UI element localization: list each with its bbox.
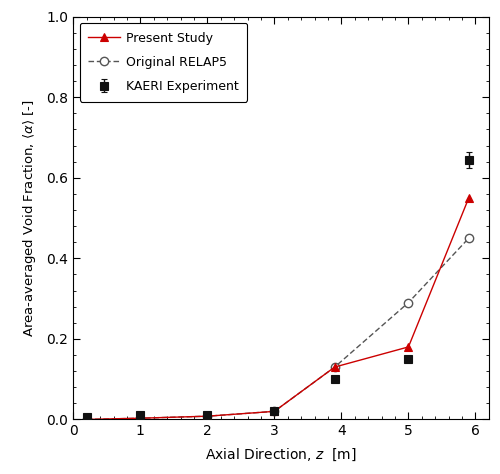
- Original RELAP5: [332, 364, 338, 370]
- Y-axis label: Area-averaged Void Fraction, $\langle\alpha\rangle$ [-]: Area-averaged Void Fraction, $\langle\al…: [21, 99, 38, 337]
- Original RELAP5: [84, 417, 89, 422]
- Original RELAP5: [138, 415, 143, 421]
- Original RELAP5: [272, 409, 278, 414]
- Original RELAP5: [466, 235, 472, 241]
- Present Study: [332, 364, 338, 370]
- Present Study: [84, 417, 89, 422]
- Legend: Present Study, Original RELAP5, KAERI Experiment: Present Study, Original RELAP5, KAERI Ex…: [80, 23, 247, 102]
- Line: Present Study: Present Study: [82, 194, 473, 424]
- Present Study: [406, 344, 411, 350]
- X-axis label: Axial Direction, $z$  [m]: Axial Direction, $z$ [m]: [206, 447, 357, 463]
- Present Study: [466, 195, 472, 201]
- Present Study: [204, 413, 210, 419]
- Original RELAP5: [406, 300, 411, 305]
- Present Study: [138, 415, 143, 421]
- Line: Original RELAP5: Original RELAP5: [82, 234, 473, 424]
- Original RELAP5: [204, 413, 210, 419]
- Present Study: [272, 409, 278, 414]
